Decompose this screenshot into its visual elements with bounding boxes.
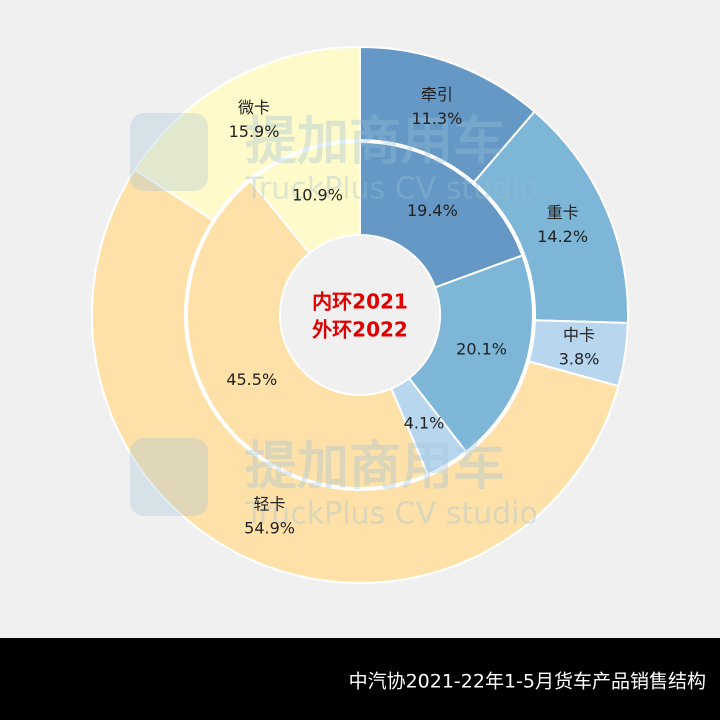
- footer-bar: [0, 638, 720, 720]
- category-label: 重卡: [547, 203, 579, 222]
- caption: 中汽协2021-22年1-5月货车产品销售结构: [349, 671, 706, 693]
- donut-segment: [91, 168, 620, 584]
- center-label: 内环2021: [312, 290, 408, 314]
- category-label: 中卡: [563, 325, 595, 344]
- donut-segment: [186, 179, 430, 489]
- watermark-logo: [130, 113, 208, 191]
- donut-segment: [249, 140, 361, 255]
- watermark-title: 提加商用车: [245, 437, 505, 497]
- category-label: 牵引: [421, 85, 453, 104]
- category-label: 微卡: [238, 98, 270, 117]
- category-label: 轻卡: [254, 495, 286, 514]
- value-label: 15.9%: [229, 122, 280, 141]
- value-label: 14.2%: [537, 227, 588, 246]
- watermark-subtitle: TruckPlus CV studio: [244, 172, 538, 207]
- watermark-logo: [130, 438, 208, 516]
- value-label: 10.9%: [292, 185, 343, 204]
- donut-segment: [359, 140, 524, 289]
- donut-segment: [133, 45, 361, 222]
- value-label: 11.3%: [412, 109, 463, 128]
- watermark-subtitle: TruckPlus CV studio: [244, 497, 538, 532]
- value-label: 20.1%: [456, 339, 507, 358]
- donut-segment: [407, 254, 534, 454]
- value-label: 54.9%: [244, 519, 295, 538]
- value-label: 4.1%: [404, 414, 445, 433]
- value-label: 45.5%: [226, 370, 277, 389]
- value-label: 19.4%: [407, 201, 458, 220]
- watermark-title: 提加商用车: [245, 112, 505, 172]
- value-label: 3.8%: [559, 349, 600, 368]
- center-label: 外环2022: [312, 318, 408, 342]
